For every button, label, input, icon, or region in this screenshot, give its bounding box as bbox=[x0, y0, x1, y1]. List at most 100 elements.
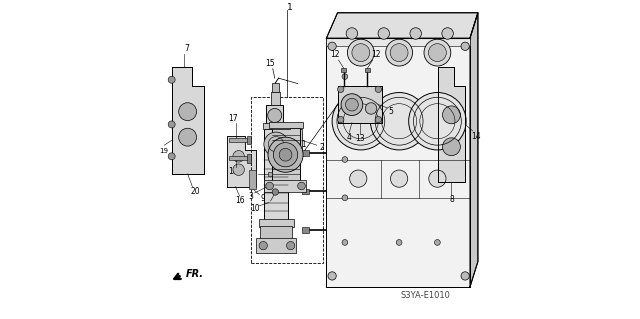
Circle shape bbox=[346, 98, 358, 111]
Bar bbox=[303, 189, 310, 194]
Circle shape bbox=[342, 157, 348, 162]
Circle shape bbox=[337, 116, 344, 123]
Circle shape bbox=[342, 195, 348, 201]
Circle shape bbox=[287, 241, 295, 250]
Text: 12: 12 bbox=[371, 50, 381, 59]
Circle shape bbox=[378, 28, 390, 39]
Circle shape bbox=[273, 143, 298, 167]
Circle shape bbox=[375, 116, 381, 123]
Text: 13: 13 bbox=[355, 134, 365, 143]
Text: 4: 4 bbox=[347, 133, 352, 142]
Bar bbox=[260, 226, 292, 239]
Circle shape bbox=[461, 272, 469, 280]
Circle shape bbox=[365, 103, 377, 114]
Circle shape bbox=[349, 170, 367, 187]
Bar bbox=[256, 238, 296, 253]
Text: 10: 10 bbox=[250, 204, 259, 213]
Text: 11: 11 bbox=[297, 140, 307, 149]
Text: FR.: FR. bbox=[186, 269, 204, 279]
Circle shape bbox=[442, 28, 453, 39]
Circle shape bbox=[352, 44, 370, 62]
Polygon shape bbox=[470, 13, 478, 287]
Bar bbox=[365, 68, 370, 72]
Bar bbox=[264, 180, 306, 192]
Text: 19: 19 bbox=[159, 148, 168, 153]
Circle shape bbox=[375, 86, 381, 93]
Bar bbox=[229, 156, 251, 160]
Circle shape bbox=[179, 128, 196, 146]
Circle shape bbox=[424, 39, 451, 66]
Polygon shape bbox=[438, 67, 465, 182]
Circle shape bbox=[396, 240, 402, 245]
Text: 7: 7 bbox=[184, 44, 189, 53]
Bar bbox=[252, 97, 323, 263]
Circle shape bbox=[264, 132, 288, 156]
Circle shape bbox=[342, 74, 348, 79]
Circle shape bbox=[168, 76, 175, 83]
Circle shape bbox=[268, 108, 282, 122]
Circle shape bbox=[428, 44, 446, 62]
Text: 15: 15 bbox=[265, 59, 275, 68]
Circle shape bbox=[328, 42, 336, 50]
Text: S3YA-E1010: S3YA-E1010 bbox=[401, 291, 450, 300]
Text: 18: 18 bbox=[228, 167, 238, 176]
Text: 17: 17 bbox=[228, 114, 238, 122]
Bar bbox=[266, 105, 284, 129]
Bar bbox=[271, 128, 300, 182]
Text: 2: 2 bbox=[319, 143, 324, 152]
Circle shape bbox=[390, 44, 408, 62]
Polygon shape bbox=[326, 38, 470, 287]
Bar bbox=[326, 38, 470, 46]
Bar bbox=[264, 129, 288, 220]
Bar bbox=[262, 123, 290, 129]
Polygon shape bbox=[227, 136, 256, 187]
Circle shape bbox=[348, 39, 374, 66]
Polygon shape bbox=[172, 67, 204, 174]
Text: 14: 14 bbox=[471, 132, 481, 141]
Circle shape bbox=[179, 103, 196, 121]
Circle shape bbox=[168, 121, 175, 128]
Text: 6: 6 bbox=[266, 200, 271, 209]
Circle shape bbox=[371, 93, 428, 150]
Text: 5: 5 bbox=[388, 107, 393, 116]
Circle shape bbox=[279, 148, 292, 161]
Circle shape bbox=[332, 93, 390, 150]
Circle shape bbox=[429, 170, 446, 187]
Bar bbox=[247, 154, 251, 163]
Text: 13: 13 bbox=[248, 170, 258, 179]
Bar bbox=[293, 129, 302, 150]
Circle shape bbox=[442, 138, 460, 156]
Circle shape bbox=[442, 106, 460, 124]
Circle shape bbox=[328, 272, 336, 280]
Bar bbox=[247, 136, 251, 144]
Bar bbox=[303, 227, 310, 233]
Bar bbox=[229, 138, 251, 142]
Text: 12: 12 bbox=[331, 50, 340, 59]
Circle shape bbox=[410, 28, 422, 39]
Circle shape bbox=[233, 164, 244, 175]
Circle shape bbox=[435, 240, 440, 245]
Text: 16: 16 bbox=[235, 197, 244, 205]
Text: 8: 8 bbox=[449, 195, 454, 204]
Circle shape bbox=[233, 151, 244, 162]
Bar bbox=[271, 92, 280, 105]
Text: 20: 20 bbox=[190, 187, 200, 196]
Bar bbox=[341, 68, 346, 72]
Bar bbox=[272, 83, 278, 92]
Circle shape bbox=[168, 153, 175, 160]
Circle shape bbox=[386, 39, 413, 66]
Bar bbox=[249, 170, 256, 189]
Bar bbox=[268, 172, 273, 176]
Circle shape bbox=[259, 241, 268, 250]
Circle shape bbox=[409, 93, 466, 150]
Polygon shape bbox=[326, 13, 478, 38]
Circle shape bbox=[268, 137, 303, 172]
Circle shape bbox=[461, 42, 469, 50]
Circle shape bbox=[266, 182, 273, 190]
Text: 9: 9 bbox=[260, 194, 266, 203]
Bar bbox=[259, 219, 294, 227]
Circle shape bbox=[272, 189, 278, 195]
Polygon shape bbox=[337, 86, 382, 123]
Bar bbox=[303, 150, 310, 156]
Text: 1: 1 bbox=[287, 4, 292, 12]
